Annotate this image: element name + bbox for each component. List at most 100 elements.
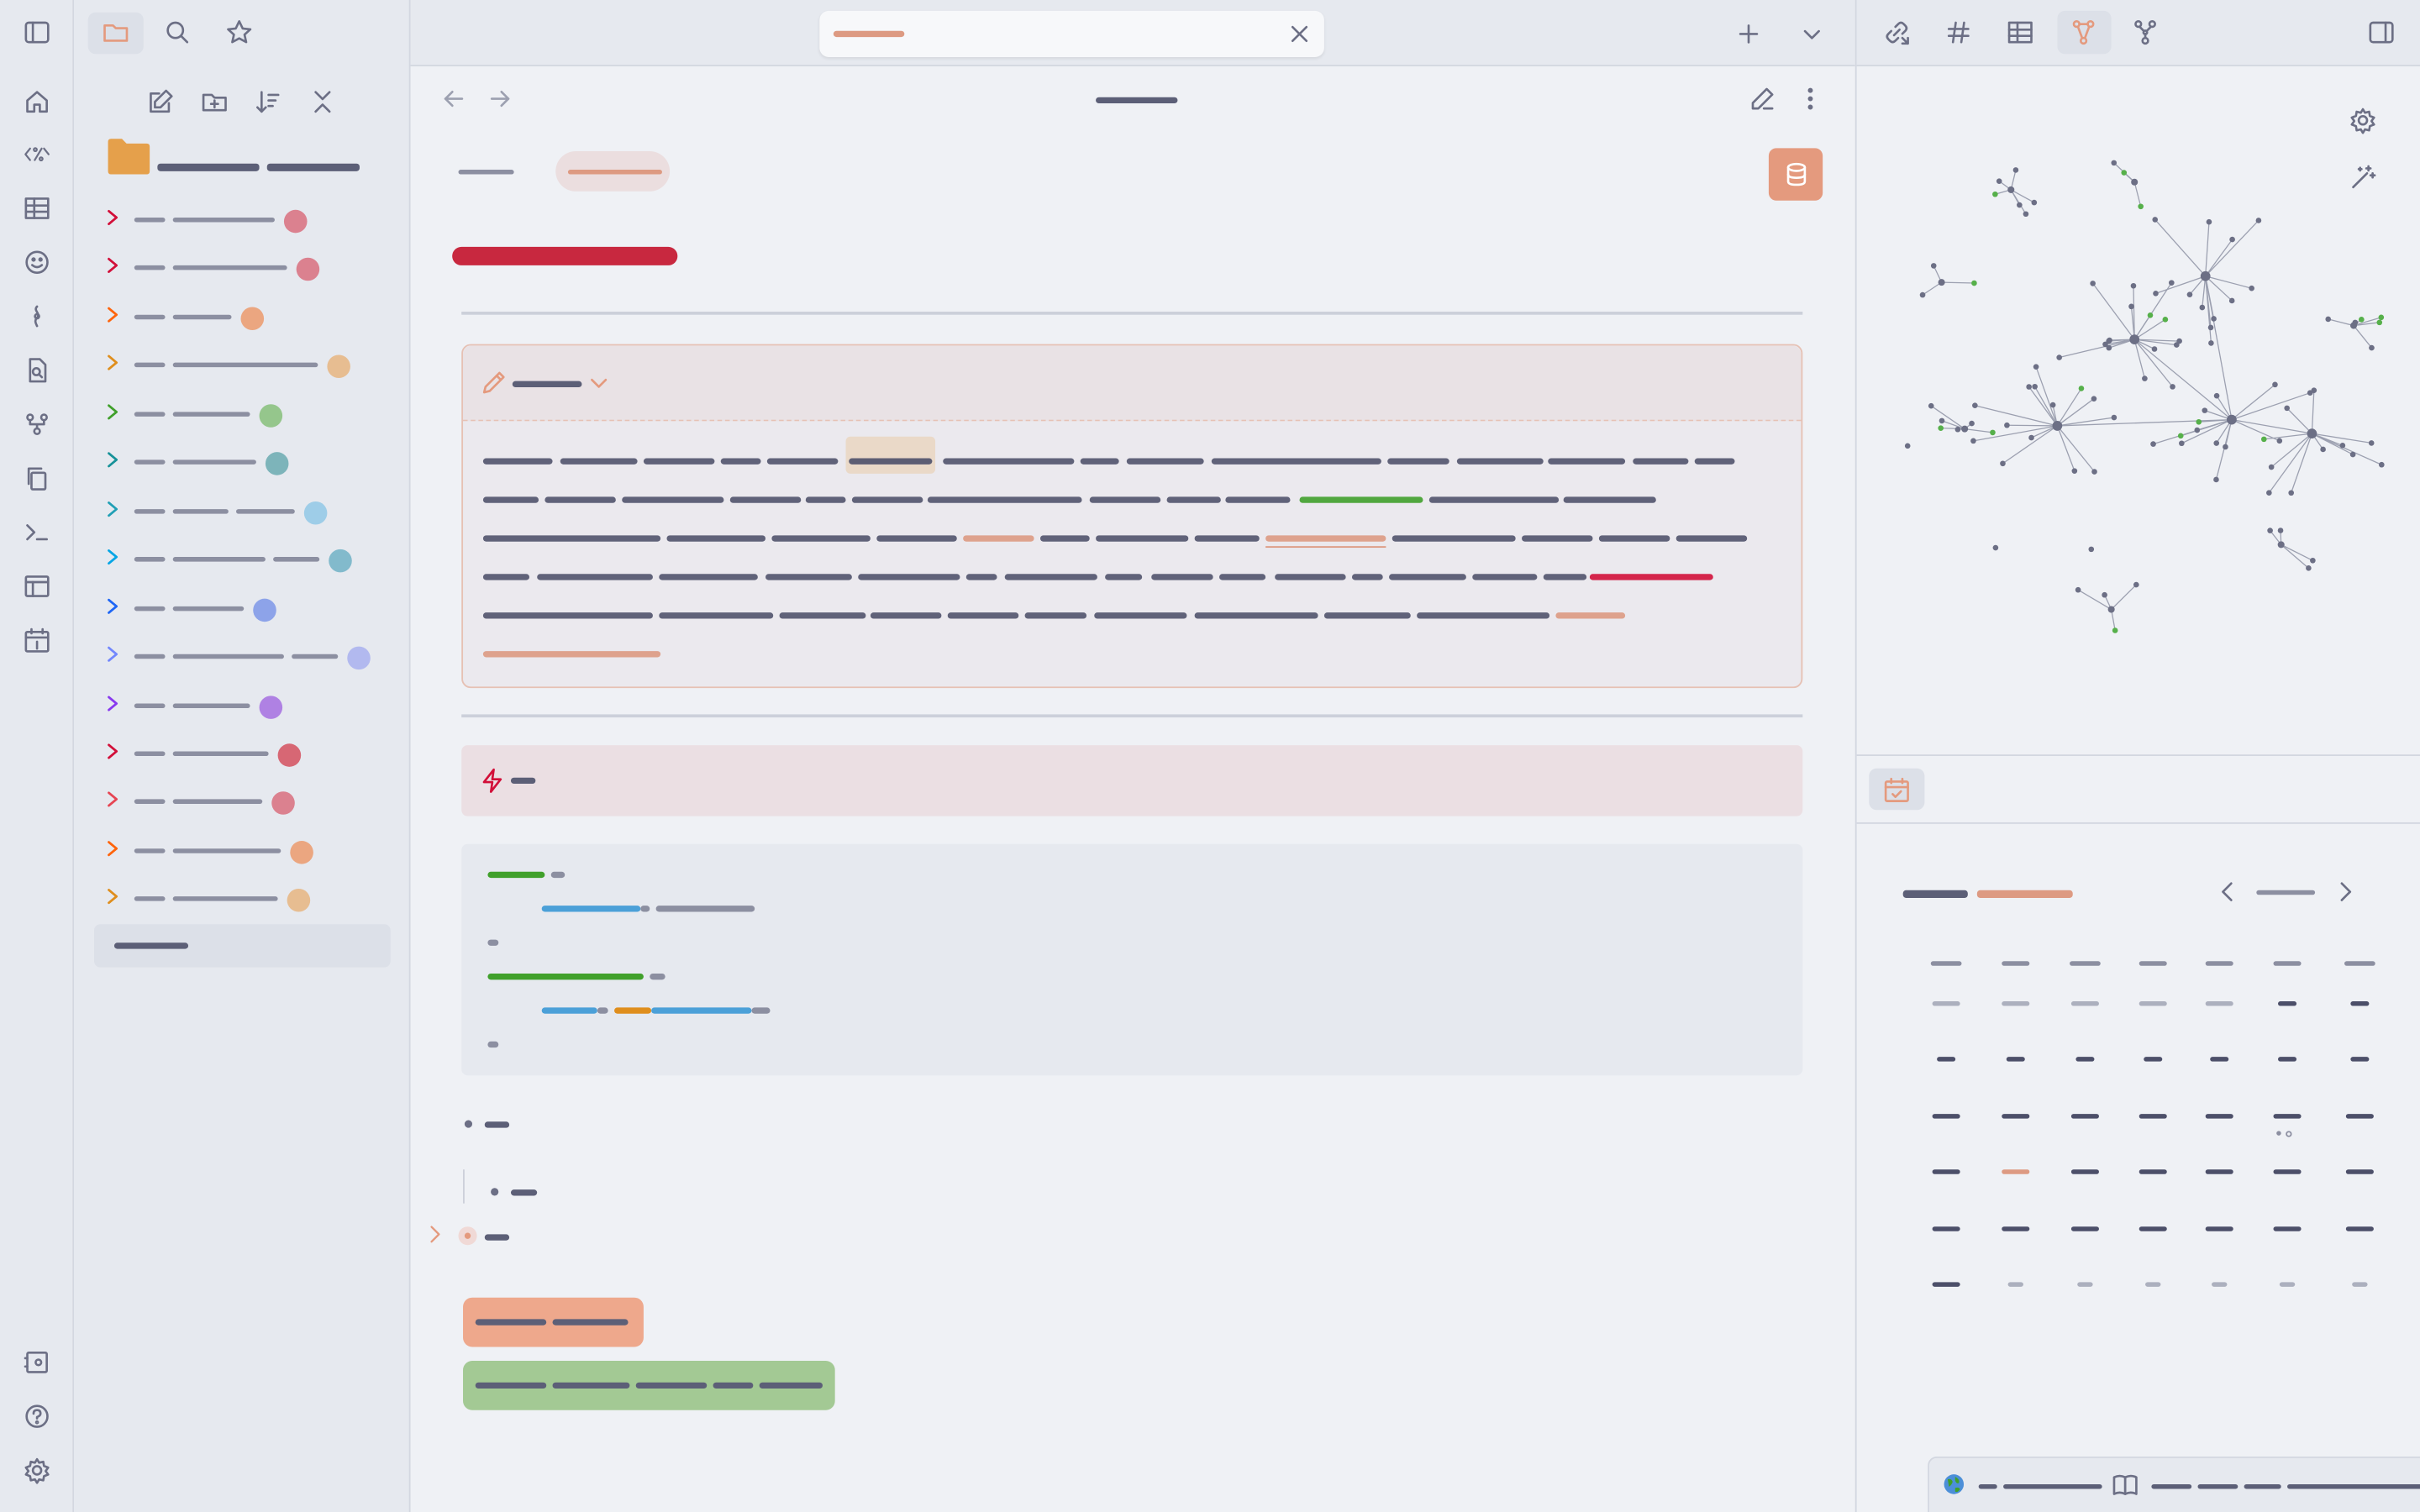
graph-node[interactable] [2112, 627, 2118, 633]
graph-node[interactable] [2213, 476, 2219, 483]
graph-node[interactable] [1972, 402, 1978, 408]
calendar-tab[interactable] [1869, 768, 1925, 811]
graph-node[interactable] [1904, 443, 1911, 449]
graph-node[interactable] [2090, 281, 2096, 286]
graph-node[interactable] [2228, 297, 2235, 304]
new-folder-icon[interactable] [199, 87, 230, 118]
graph-node[interactable] [2142, 375, 2148, 381]
graph-node[interactable] [2179, 440, 2185, 447]
graph-node[interactable] [2133, 581, 2139, 588]
graph-node[interactable] [2310, 557, 2316, 564]
graph-node[interactable] [2049, 402, 2056, 408]
graph-tab[interactable] [2057, 10, 2112, 55]
calendar-day[interactable] [1932, 1001, 1960, 1006]
graph-node[interactable] [1954, 426, 1961, 433]
graph-node[interactable] [2267, 528, 2273, 533]
file-search-icon[interactable] [22, 354, 53, 386]
chevron-left-icon[interactable] [2212, 876, 2243, 907]
graph-node[interactable] [2260, 436, 2267, 443]
fold-chevron-icon[interactable] [423, 1222, 447, 1247]
graph-node[interactable] [2186, 291, 2193, 297]
graph-node[interactable] [2276, 438, 2283, 444]
graph-icon[interactable] [22, 409, 53, 440]
graph-node[interactable] [2227, 414, 2237, 425]
code-block[interactable] [461, 843, 1803, 1076]
copy-icon[interactable] [22, 463, 53, 494]
tags-icon[interactable] [1943, 17, 1974, 48]
back-arrow-icon[interactable] [439, 83, 470, 114]
graph-node[interactable] [1969, 420, 1975, 427]
graph-node[interactable] [2268, 464, 2275, 470]
chevron-right-icon[interactable] [105, 597, 124, 619]
smile-icon[interactable] [22, 247, 53, 278]
percent-code-icon[interactable] [18, 139, 55, 170]
chevron-right-icon[interactable] [105, 450, 124, 472]
graph-node[interactable] [1928, 402, 1934, 409]
graph-node[interactable] [2130, 282, 2137, 289]
calendar-day[interactable] [2205, 1114, 2233, 1119]
chevron-right-icon[interactable] [105, 839, 124, 861]
graph-node[interactable] [2194, 427, 2201, 433]
vault-name[interactable] [157, 163, 260, 171]
graph-node[interactable] [2026, 384, 2032, 390]
graph-node[interactable] [1992, 544, 1999, 551]
graph-node[interactable] [2111, 414, 2118, 421]
graph-node[interactable] [2196, 418, 2202, 425]
database-button[interactable] [1768, 148, 1823, 201]
graph-node[interactable] [2131, 178, 2139, 186]
graph-node[interactable] [1939, 417, 1945, 424]
graph-node[interactable] [2206, 218, 2212, 225]
folder-item[interactable] [92, 494, 401, 528]
graph-node[interactable] [2004, 422, 2010, 428]
chevron-right-icon[interactable] [105, 306, 124, 328]
graph-node[interactable] [2213, 440, 2220, 446]
calendar-day[interactable] [2139, 1114, 2167, 1119]
graph-node[interactable] [2306, 565, 2312, 571]
graph-node[interactable] [2200, 270, 2211, 281]
calendar-day[interactable] [2002, 1114, 2030, 1119]
chevron-right-icon[interactable] [105, 548, 124, 570]
calendar-day[interactable] [1932, 1282, 1960, 1287]
graph-node[interactable] [2153, 291, 2159, 297]
backlinks-icon[interactable] [1881, 17, 1912, 48]
graph-node[interactable] [2007, 186, 2015, 193]
help-icon[interactable] [22, 1401, 53, 1432]
bookmark-icon[interactable] [224, 17, 255, 48]
edit-icon[interactable] [1747, 83, 1778, 114]
graph-node[interactable] [2088, 546, 2095, 553]
calendar-day[interactable] [2273, 1226, 2302, 1231]
calendar-day[interactable] [2070, 1114, 2099, 1119]
graph-node[interactable] [2311, 387, 2317, 394]
collapsed-bullet[interactable] [458, 1226, 477, 1246]
note-callout[interactable] [461, 344, 1803, 689]
folder-item[interactable] [92, 591, 401, 624]
graph-node[interactable] [1938, 425, 1944, 431]
graph-node[interactable] [1996, 178, 2002, 184]
graph-node[interactable] [2071, 468, 2078, 474]
active-tab[interactable] [819, 10, 1324, 57]
graph-canvas[interactable] [1857, 66, 2420, 754]
graph-node[interactable] [2138, 203, 2144, 210]
graph-view[interactable] [1857, 66, 2420, 754]
folder-item[interactable] [92, 396, 401, 430]
graph-node[interactable] [2277, 541, 2285, 549]
graph-node[interactable] [2325, 316, 2332, 323]
graph-node[interactable] [2121, 170, 2128, 176]
folder-item[interactable] [92, 784, 401, 817]
settings-icon[interactable] [2348, 105, 2379, 136]
folder-item[interactable] [92, 833, 401, 867]
chevron-right-icon[interactable] [105, 742, 124, 764]
calendar-day[interactable] [2007, 1282, 2023, 1287]
graph-node[interactable] [2056, 354, 2062, 360]
calendar-day[interactable] [2205, 1001, 2233, 1006]
graph-node[interactable] [2168, 280, 2175, 286]
graph-node[interactable] [2106, 338, 2112, 344]
close-tab-icon[interactable] [1284, 18, 1315, 50]
calendar-day[interactable] [2002, 1001, 2030, 1006]
green-highlight[interactable] [463, 1361, 835, 1410]
graph-node[interactable] [2307, 428, 2317, 439]
folder-item[interactable] [92, 299, 401, 333]
search-icon[interactable] [162, 17, 193, 48]
calendar-day[interactable] [2278, 1001, 2297, 1006]
peach-highlight[interactable] [463, 1297, 644, 1347]
